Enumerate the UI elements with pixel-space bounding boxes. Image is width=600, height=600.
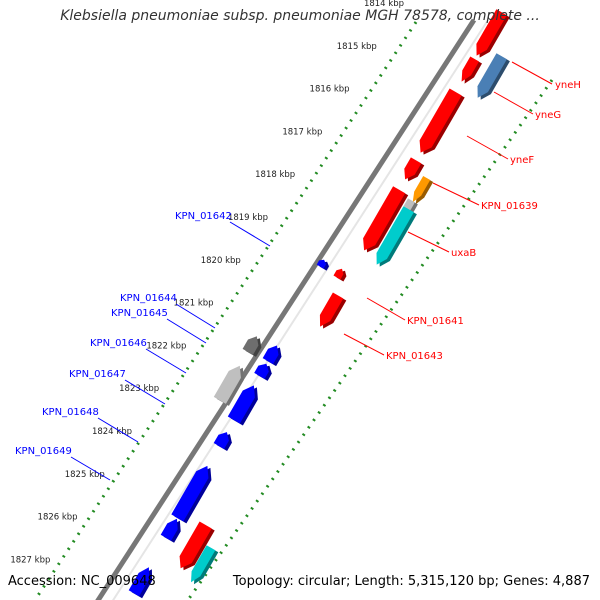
genome-backbone xyxy=(95,18,489,600)
kbp-tick-label: 1819 kbp xyxy=(228,213,268,223)
gene-feature-orange[interactable] xyxy=(412,176,431,203)
gene-leader-line xyxy=(432,182,480,206)
kbp-tick-label: 1822 kbp xyxy=(146,341,186,351)
gene-feature-reverse[interactable] xyxy=(171,465,209,522)
gene-label[interactable]: KPN_01642 xyxy=(175,211,232,222)
gene-leader-line xyxy=(175,303,216,329)
gene-leader-line xyxy=(407,231,450,253)
kbp-tick-label: 1821 kbp xyxy=(174,299,214,309)
gene-feature-forward[interactable] xyxy=(419,88,462,153)
gene-leader-line xyxy=(493,91,534,115)
gene-feature-gray[interactable] xyxy=(213,365,241,404)
kbp-tick-label: 1814 kbp xyxy=(364,0,404,9)
gene-label[interactable]: yneG xyxy=(535,110,561,121)
gene-feature-cyan[interactable] xyxy=(376,206,414,265)
kbp-tick-label: 1826 kbp xyxy=(38,513,78,523)
gene-feature-forward[interactable] xyxy=(179,521,212,569)
kbp-tick-label: 1815 kbp xyxy=(337,42,377,52)
gene-feature-steelblue[interactable] xyxy=(477,53,507,98)
kbp-tick-label: 1824 kbp xyxy=(92,427,132,437)
gene-label[interactable]: KPN_01644 xyxy=(120,293,177,304)
gene-feature-forward[interactable] xyxy=(461,56,479,82)
kbp-tick-label: 1816 kbp xyxy=(310,85,350,95)
outer-dotted-line xyxy=(33,21,418,600)
gene-label[interactable]: KPN_01639 xyxy=(481,201,538,212)
gene-labels: yneH yneG yneF KPN_01639 uxaB KPN_01641 KPN_01… xyxy=(15,61,581,481)
gene-feature-reverse-small[interactable] xyxy=(316,259,326,269)
kbp-ruler: 1814 kbp 1815 kbp 1816 kbp 1817 kbp 1818 kbp… xyxy=(10,0,404,565)
gene-leader-line xyxy=(124,379,166,405)
gene-leader-line xyxy=(466,135,509,160)
gene-leader-line xyxy=(366,297,406,321)
gene-feature-orange-shadow xyxy=(415,178,434,205)
gene-feature-forward[interactable] xyxy=(404,157,422,180)
gene-feature-reverse[interactable] xyxy=(128,567,150,597)
gene-feature-reverse[interactable] xyxy=(262,345,279,365)
gene-leader-line xyxy=(229,221,271,247)
gene-label[interactable]: yneF xyxy=(510,155,534,166)
gene-label[interactable]: KPN_01641 xyxy=(407,316,464,327)
coordinate-dotted-lines xyxy=(33,21,554,600)
gene-feature-forward-small[interactable] xyxy=(333,268,344,280)
gene-label[interactable]: yneH xyxy=(555,80,581,91)
gene-label[interactable]: KPN_01646 xyxy=(90,338,147,349)
gene-feature-forward[interactable] xyxy=(476,9,507,56)
gene-leader-line xyxy=(511,61,553,85)
gene-label[interactable]: KPN_01649 xyxy=(15,446,72,457)
inner-dotted-line xyxy=(186,79,554,600)
gene-leader-line xyxy=(70,456,111,481)
kbp-tick-label: 1820 kbp xyxy=(201,256,241,266)
gene-feature-forward[interactable] xyxy=(319,292,344,327)
gene-features xyxy=(128,9,510,599)
gene-label[interactable]: KPN_01648 xyxy=(42,407,99,418)
map-title: Klebsiella pneumoniae subsp. pneumoniae … xyxy=(60,8,540,24)
gene-label[interactable]: KPN_01643 xyxy=(386,351,443,362)
kbp-tick-label: 1827 kbp xyxy=(10,555,50,565)
gene-feature-reverse[interactable] xyxy=(254,363,269,379)
gene-feature-reverse[interactable] xyxy=(227,385,255,424)
kbp-tick-label: 1823 kbp xyxy=(119,384,159,394)
gene-label[interactable]: uxaB xyxy=(451,248,476,259)
gene-label[interactable]: KPN_01645 xyxy=(111,308,168,319)
gene-feature-cyan[interactable] xyxy=(191,545,216,583)
gene-feature-reverse[interactable] xyxy=(213,432,229,449)
gene-leader-line xyxy=(97,417,139,443)
gene-feature-reverse[interactable] xyxy=(160,518,178,541)
accession-text: Accession: NC_009648 xyxy=(8,574,156,589)
backbone-line xyxy=(95,18,477,600)
backbone-shadow xyxy=(112,19,489,600)
gene-feature-dark[interactable] xyxy=(242,336,259,355)
gene-leader-line xyxy=(145,348,187,374)
gene-label[interactable]: KPN_01647 xyxy=(69,369,126,380)
kbp-tick-label: 1818 kbp xyxy=(255,170,295,180)
topology-text: Topology: circular; Length: 5,315,120 bp… xyxy=(232,574,590,589)
kbp-tick-label: 1825 kbp xyxy=(65,470,105,480)
kbp-tick-label: 1817 kbp xyxy=(282,127,322,137)
gene-leader-line xyxy=(166,318,207,344)
gene-feature-forward[interactable] xyxy=(363,186,406,251)
gene-leader-line xyxy=(343,333,385,356)
